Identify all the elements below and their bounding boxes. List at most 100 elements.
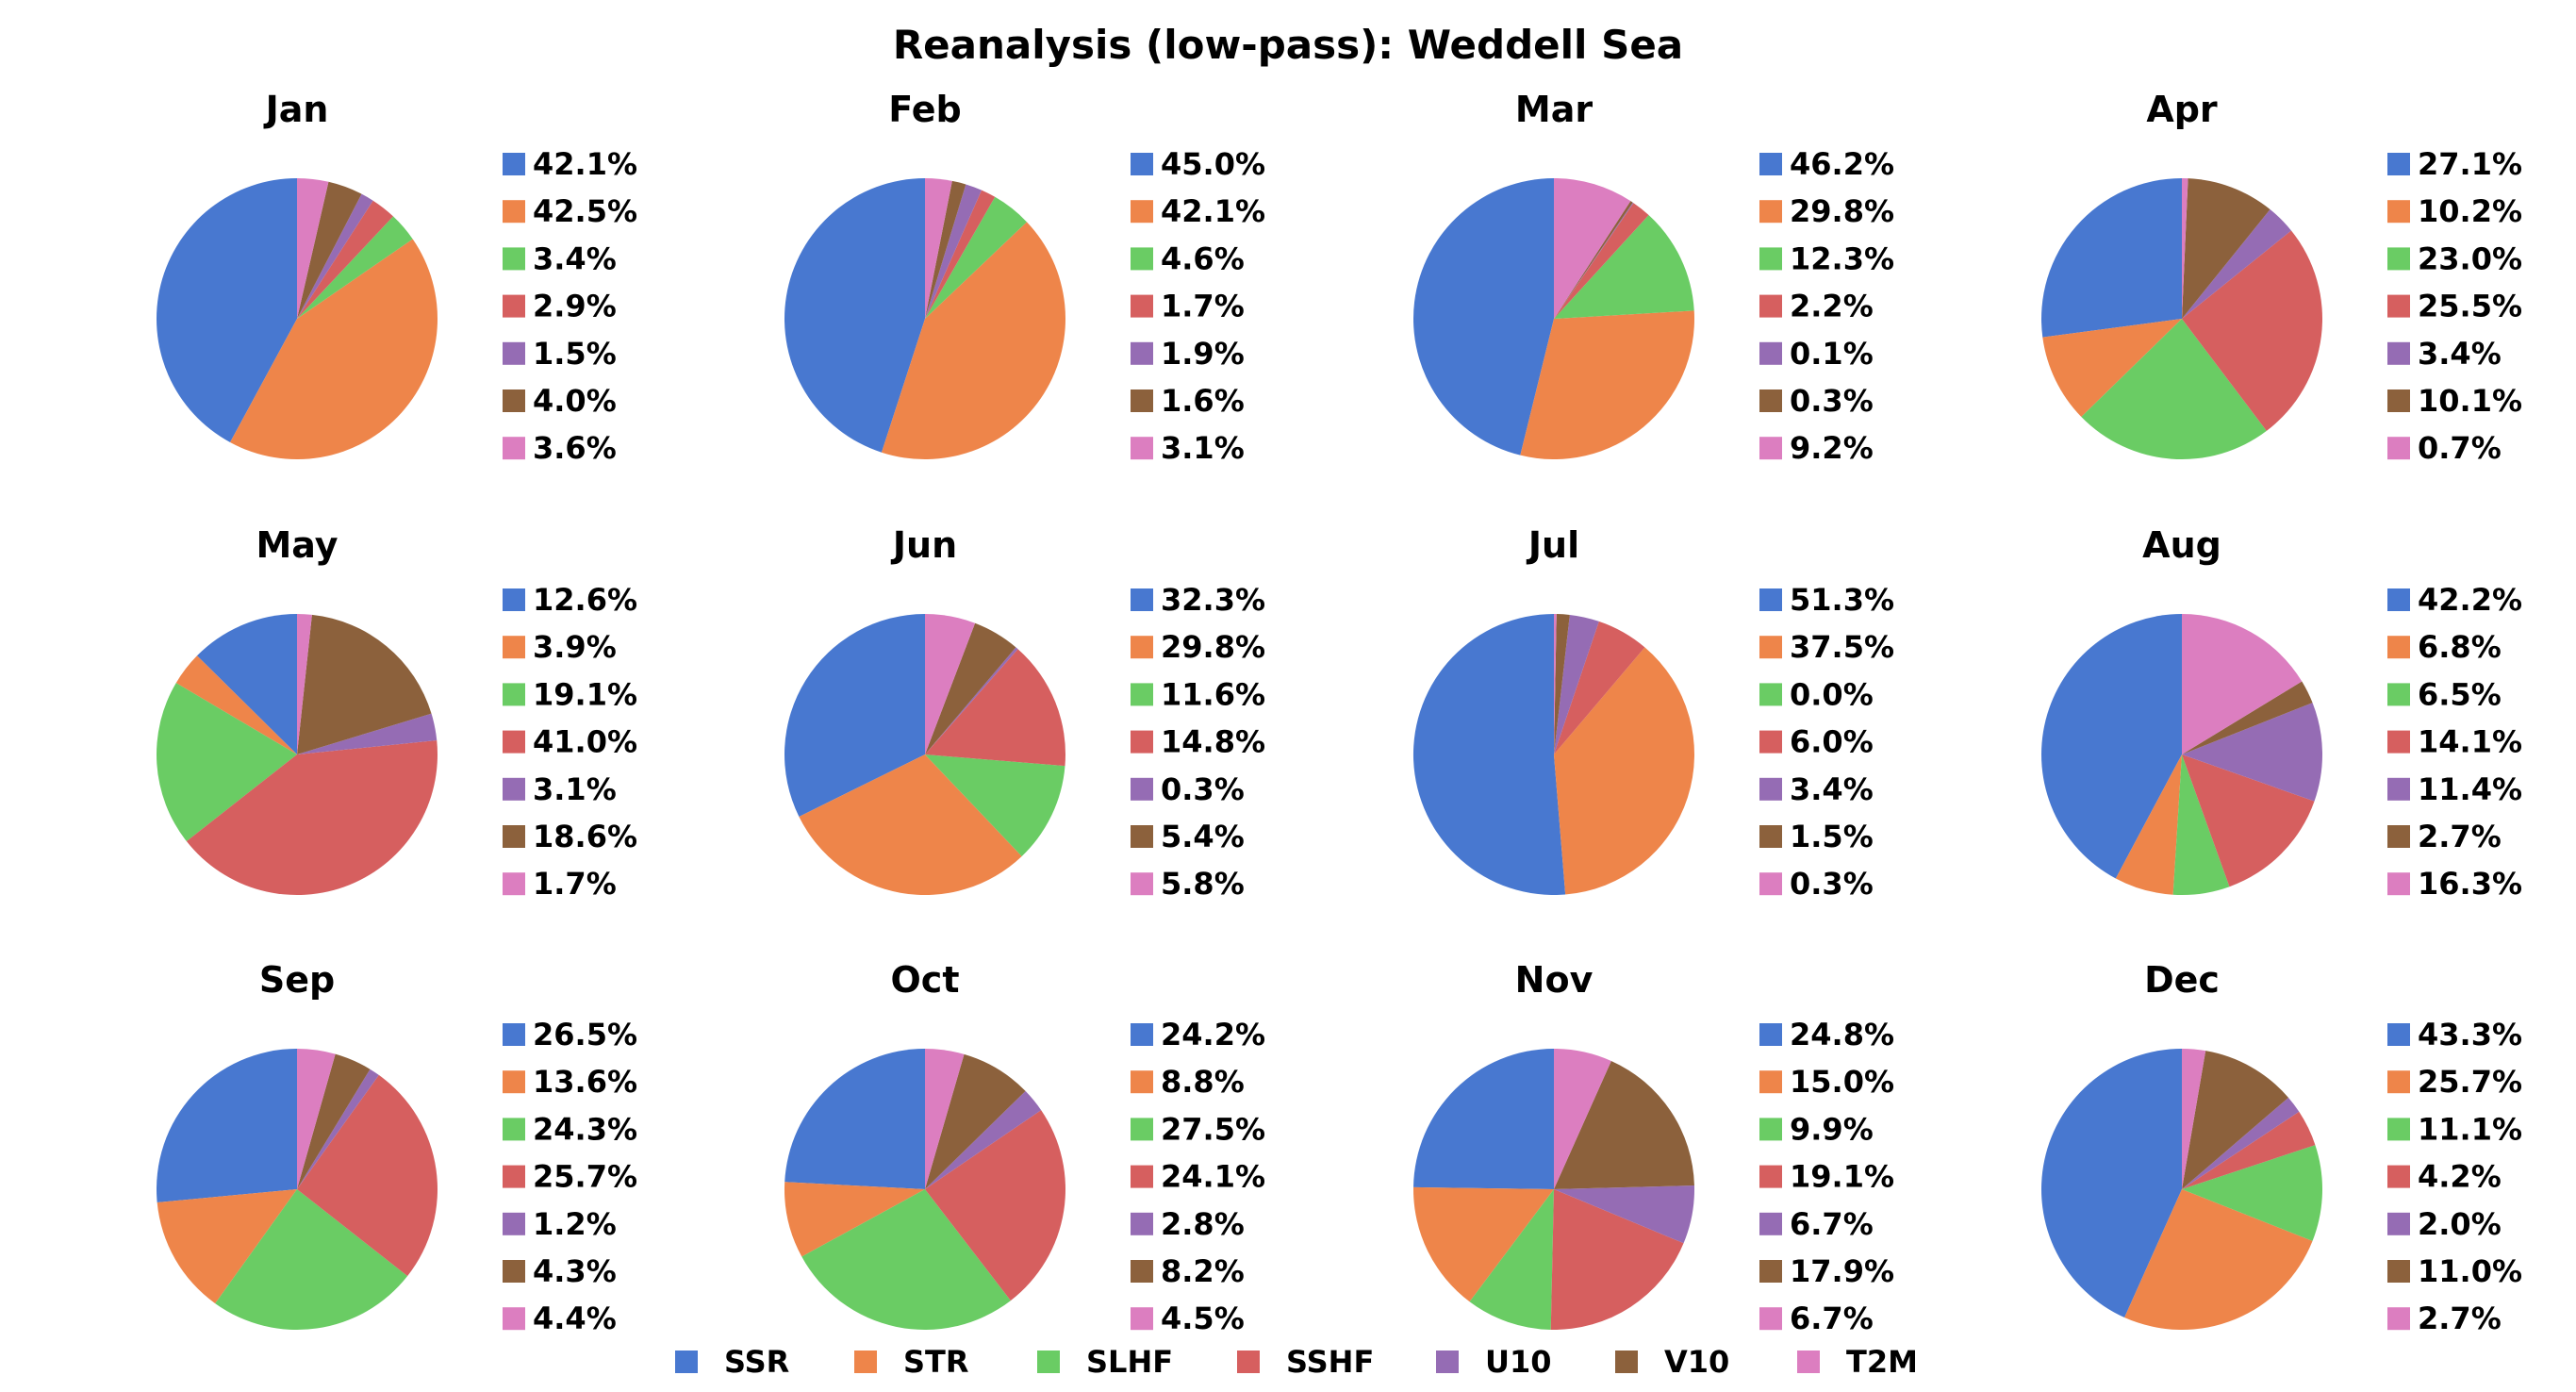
pie-slice-t2m bbox=[925, 1049, 965, 1189]
legend-swatch bbox=[675, 1351, 698, 1373]
pie-percent-label: 4.0% bbox=[533, 383, 617, 419]
pie-legend-swatch bbox=[2387, 1165, 2410, 1188]
pie-slice-t2m bbox=[2182, 1049, 2206, 1189]
pie-slice-v10 bbox=[297, 181, 362, 319]
pie-percent-label: 6.0% bbox=[1790, 724, 1874, 760]
legend-entry-sshf: SSHF bbox=[1237, 1344, 1374, 1380]
pie-slice-v10 bbox=[297, 1053, 371, 1189]
pie-slice-str bbox=[1554, 647, 1694, 895]
pie-legend-swatch bbox=[2387, 389, 2410, 412]
pie-percent-label: 23.0% bbox=[2418, 240, 2522, 276]
pie-slice-v10 bbox=[1554, 1060, 1694, 1189]
pie-panel-apr: Apr 27.1% 10.2% 23.0% 25.5% 3.4% 10.1% 0.7% bbox=[2041, 89, 2522, 466]
pie-title: Jun bbox=[890, 524, 957, 566]
pie-slice-t2m bbox=[297, 178, 329, 319]
pie-percent-label: 13.6% bbox=[533, 1064, 637, 1100]
pie-percent-label: 3.9% bbox=[533, 629, 617, 665]
pie-slice-ssr bbox=[784, 1049, 925, 1189]
pie-slice-v10 bbox=[1554, 614, 1570, 754]
pie-percent-label: 6.5% bbox=[2418, 676, 2502, 712]
pie-slice-sshf bbox=[186, 740, 438, 896]
pie-legend-swatch bbox=[1131, 683, 1153, 706]
pie-legend-swatch bbox=[503, 730, 525, 754]
legend-entry-str: STR bbox=[854, 1344, 969, 1380]
pie-legend-swatch bbox=[1131, 636, 1153, 659]
pie-slice-t2m bbox=[297, 1049, 336, 1189]
pie-slice-slhf bbox=[156, 683, 297, 842]
pie-legend-swatch bbox=[1131, 247, 1153, 271]
pie-percent-label: 3.4% bbox=[2418, 336, 2502, 372]
pie-legend-swatch bbox=[1759, 247, 1782, 271]
pie-percent-label: 11.0% bbox=[2418, 1253, 2522, 1289]
pie-legend-swatch bbox=[503, 636, 525, 659]
pie-slice-u10 bbox=[2182, 1097, 2300, 1189]
pie-percent-label: 0.3% bbox=[1161, 771, 1245, 807]
pie-slice-sshf bbox=[297, 1074, 438, 1277]
pie-percent-label: 45.0% bbox=[1161, 146, 1265, 182]
pie-title: Jan bbox=[263, 89, 329, 130]
pie-legend-swatch bbox=[2387, 247, 2410, 271]
pie-slice-u10 bbox=[297, 193, 373, 319]
figure-title: Reanalysis (low-pass): Weddell Sea bbox=[893, 22, 1683, 68]
pie-percent-label: 0.1% bbox=[1790, 336, 1874, 372]
legend-label: SLHF bbox=[1086, 1344, 1173, 1380]
pie-title: Mar bbox=[1515, 89, 1593, 130]
pie-slice-str bbox=[2042, 319, 2182, 418]
pie-title: Dec bbox=[2144, 959, 2220, 1001]
pie-slice-t2m bbox=[2182, 614, 2303, 754]
pie-legend-swatch bbox=[503, 389, 525, 412]
pie-percent-label: 10.2% bbox=[2418, 193, 2522, 229]
legend-swatch bbox=[854, 1351, 877, 1373]
legend-label: SSHF bbox=[1286, 1344, 1374, 1380]
pie-percent-label: 4.5% bbox=[1161, 1301, 1245, 1336]
pie-percent-label: 16.3% bbox=[2418, 866, 2522, 902]
pie-legend-swatch bbox=[1131, 200, 1153, 224]
pie-percent-label: 3.4% bbox=[1790, 771, 1874, 807]
pie-percent-label: 32.3% bbox=[1161, 582, 1265, 618]
pie-percent-label: 0.7% bbox=[2418, 430, 2502, 466]
pie-percent-label: 14.1% bbox=[2418, 724, 2522, 760]
pie-legend-swatch bbox=[1131, 294, 1153, 318]
pie-percent-label: 4.6% bbox=[1161, 240, 1245, 276]
pie-slice-u10 bbox=[925, 184, 983, 319]
pie-slice-v10 bbox=[2182, 681, 2313, 754]
pie-percent-label: 42.5% bbox=[533, 193, 637, 229]
pie-slice-u10 bbox=[925, 647, 1018, 754]
pie-legend-swatch bbox=[1759, 1165, 1782, 1188]
pie-percent-label: 41.0% bbox=[533, 724, 637, 760]
pie-legend-swatch bbox=[1759, 341, 1782, 365]
pie-legend-swatch bbox=[2387, 1260, 2410, 1283]
pie-slice-v10 bbox=[2182, 178, 2271, 319]
pie-percent-label: 9.2% bbox=[1790, 430, 1874, 466]
pie-slice-t2m bbox=[925, 614, 976, 754]
pie-percent-label: 25.5% bbox=[2418, 289, 2522, 324]
pie-legend-swatch bbox=[1759, 1307, 1782, 1331]
pie-legend-swatch bbox=[503, 588, 525, 611]
pie-title: Oct bbox=[891, 959, 960, 1001]
pie-legend-swatch bbox=[1759, 1118, 1782, 1141]
pie-panel-jul: Jul 51.3% 37.5% 0.0% 6.0% 3.4% 1.5% 0.3% bbox=[1412, 524, 1894, 902]
pie-slice-ssr bbox=[2041, 614, 2182, 879]
pie-slice-slhf bbox=[297, 216, 413, 319]
pie-legend-swatch bbox=[1759, 1070, 1782, 1094]
pie-percent-label: 2.9% bbox=[533, 289, 617, 324]
pie-percent-label: 25.7% bbox=[533, 1159, 637, 1195]
pie-legend-swatch bbox=[503, 1165, 525, 1188]
pie-percent-label: 2.7% bbox=[2418, 1301, 2502, 1336]
pie-panel-dec: Dec 43.3% 25.7% 11.1% 4.2% 2.0% 11.0% 2.7% bbox=[2041, 959, 2522, 1336]
pie-percent-label: 18.6% bbox=[533, 819, 637, 854]
legend-entry-t2m: T2M bbox=[1797, 1344, 1918, 1380]
pie-legend-swatch bbox=[1131, 341, 1153, 365]
pie-slice-str bbox=[799, 754, 1022, 895]
pie-slice-slhf bbox=[2172, 754, 2230, 896]
pie-percent-label: 27.5% bbox=[1161, 1111, 1265, 1147]
legend-label: U10 bbox=[1485, 1344, 1552, 1380]
pie-slice-v10 bbox=[925, 622, 1016, 754]
pie-panel-may: May 12.6% 3.9% 19.1% 41.0% 3.1% 18.6% 1.7% bbox=[156, 524, 637, 902]
pie-legend-swatch bbox=[2387, 825, 2410, 848]
pie-legend-swatch bbox=[503, 437, 525, 460]
pie-legend-swatch bbox=[1759, 294, 1782, 318]
pie-percent-label: 42.2% bbox=[2418, 582, 2522, 618]
legend-swatch bbox=[1436, 1351, 1459, 1373]
pie-slice-slhf bbox=[925, 196, 1027, 319]
